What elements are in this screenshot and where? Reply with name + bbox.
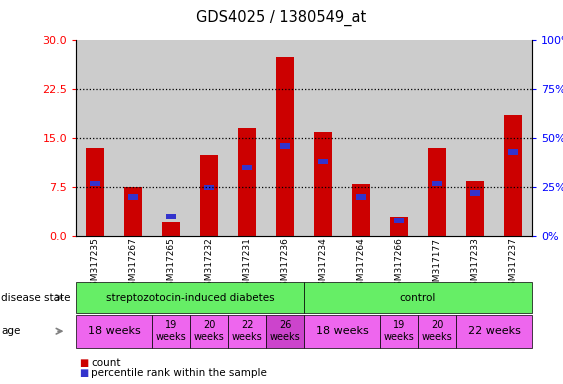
Text: 18 weeks: 18 weeks: [316, 326, 368, 336]
Bar: [304, 40, 342, 236]
Bar: [280, 144, 290, 149]
Text: streptozotocin-induced diabetes: streptozotocin-induced diabetes: [106, 293, 274, 303]
Bar: [90, 181, 100, 186]
Text: 19
weeks: 19 weeks: [383, 320, 414, 342]
Bar: [508, 149, 518, 155]
Bar: [276, 56, 293, 236]
Text: ■: ■: [79, 358, 88, 368]
Bar: [163, 222, 180, 236]
Bar: [87, 148, 104, 236]
Bar: [318, 159, 328, 164]
Bar: [342, 40, 380, 236]
Text: 22 weeks: 22 weeks: [468, 326, 520, 336]
Bar: [128, 194, 138, 200]
Bar: [114, 40, 152, 236]
Text: 26
weeks: 26 weeks: [270, 320, 301, 342]
Bar: [124, 187, 141, 236]
Text: ■: ■: [79, 368, 88, 378]
Bar: [391, 217, 408, 236]
Bar: [152, 40, 190, 236]
Bar: [356, 194, 366, 200]
Bar: [266, 40, 304, 236]
Text: age: age: [1, 326, 20, 336]
Bar: [428, 148, 445, 236]
Bar: [456, 40, 494, 236]
Bar: [315, 132, 332, 236]
Bar: [467, 181, 484, 236]
Text: disease state: disease state: [1, 293, 70, 303]
Bar: [239, 128, 256, 236]
Text: 19
weeks: 19 weeks: [155, 320, 186, 342]
Bar: [504, 115, 521, 236]
Text: 18 weeks: 18 weeks: [88, 326, 140, 336]
Bar: [432, 181, 442, 186]
Text: control: control: [400, 293, 436, 303]
Text: 20
weeks: 20 weeks: [422, 320, 453, 342]
Bar: [200, 155, 217, 236]
Bar: [394, 218, 404, 223]
Bar: [190, 40, 228, 236]
Bar: [352, 184, 369, 236]
Bar: [166, 214, 176, 219]
Bar: [204, 185, 214, 190]
Bar: [494, 40, 532, 236]
Text: 22
weeks: 22 weeks: [231, 320, 262, 342]
Bar: [76, 40, 114, 236]
Text: GDS4025 / 1380549_at: GDS4025 / 1380549_at: [196, 10, 367, 26]
Bar: [380, 40, 418, 236]
Bar: [470, 190, 480, 196]
Text: count: count: [91, 358, 120, 368]
Text: 20
weeks: 20 weeks: [194, 320, 225, 342]
Text: percentile rank within the sample: percentile rank within the sample: [91, 368, 267, 378]
Bar: [242, 165, 252, 170]
Bar: [418, 40, 456, 236]
Bar: [228, 40, 266, 236]
